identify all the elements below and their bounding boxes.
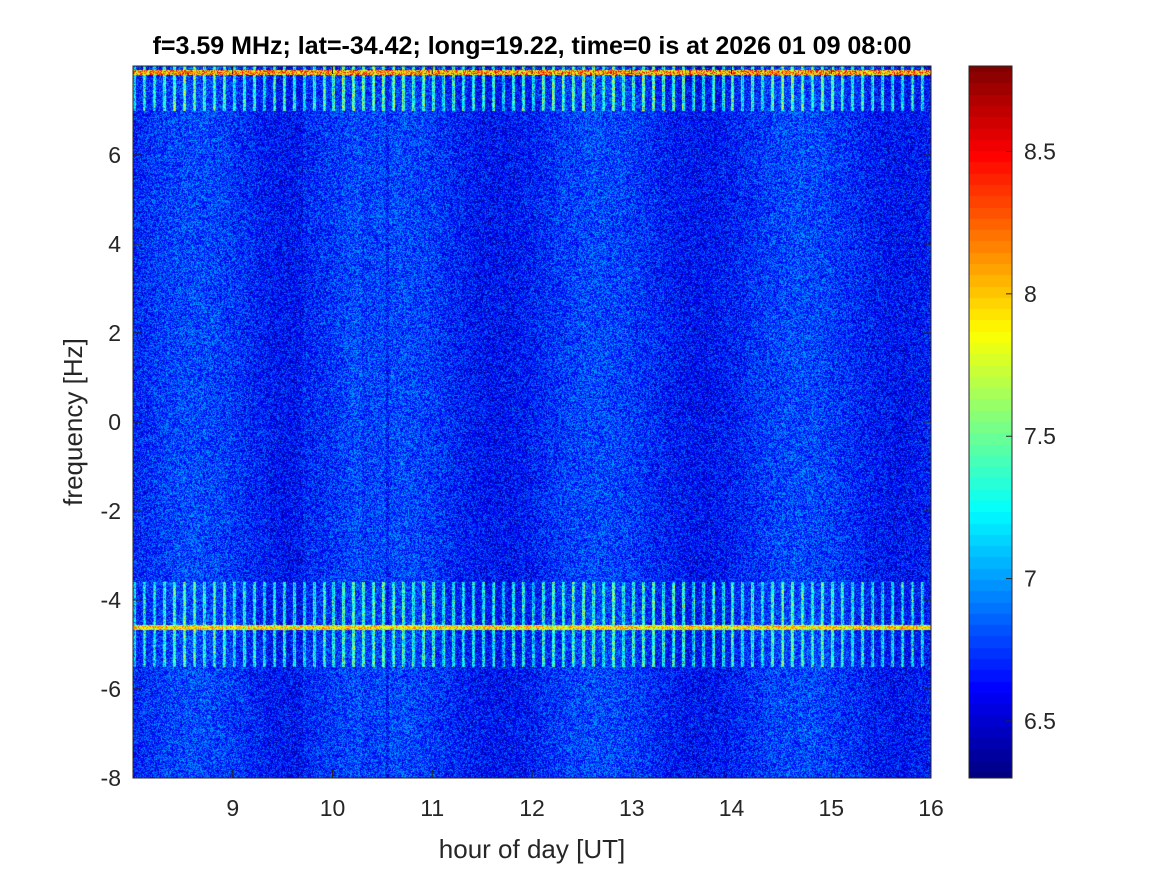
chart-title: f=3.59 MHz; lat=-34.42; long=19.22, time… [153, 32, 912, 60]
y-tick-label: 2 [108, 320, 121, 346]
colorbar-tick-label: 7.5 [1024, 423, 1056, 449]
x-tick-label: 13 [619, 795, 645, 821]
y-tick-label: -8 [101, 765, 121, 791]
x-axis: 9 10 11 12 13 14 15 16 [226, 66, 944, 821]
x-axis-label: hour of day [UT] [439, 834, 625, 864]
colorbar-tick-label: 8.5 [1024, 138, 1056, 164]
colorbar [969, 66, 1012, 778]
y-tick-label: 0 [108, 409, 121, 435]
y-tick-label: -6 [101, 676, 121, 702]
y-axis: -8 -6 -4 -2 0 2 4 6 [101, 142, 931, 791]
colorbar-tick-label: 8 [1024, 281, 1037, 307]
x-tick-label: 9 [226, 795, 239, 821]
x-tick-label: 10 [320, 795, 346, 821]
y-tick-label: -2 [101, 498, 121, 524]
y-axis-label: frequency [Hz] [58, 338, 88, 506]
colorbar-tick-label: 7 [1024, 566, 1037, 592]
plot-area [133, 66, 931, 778]
x-tick-label: 16 [918, 795, 944, 821]
colorbar-area [969, 66, 1012, 778]
y-tick-label: 6 [108, 142, 121, 168]
colorbar-frame [968, 65, 1013, 779]
colorbar-tick-label: 6.5 [1024, 708, 1056, 734]
colorbar-axis: 6.5 7 7.5 8 8.5 [1006, 138, 1056, 734]
x-tick-label: 11 [420, 795, 444, 821]
x-tick-label: 14 [719, 795, 745, 821]
x-tick-label: 15 [818, 795, 844, 821]
y-tick-label: -4 [101, 587, 122, 613]
spectrogram-heatmap [133, 66, 931, 778]
x-tick-label: 12 [519, 795, 545, 821]
y-tick-label: 4 [108, 231, 121, 257]
